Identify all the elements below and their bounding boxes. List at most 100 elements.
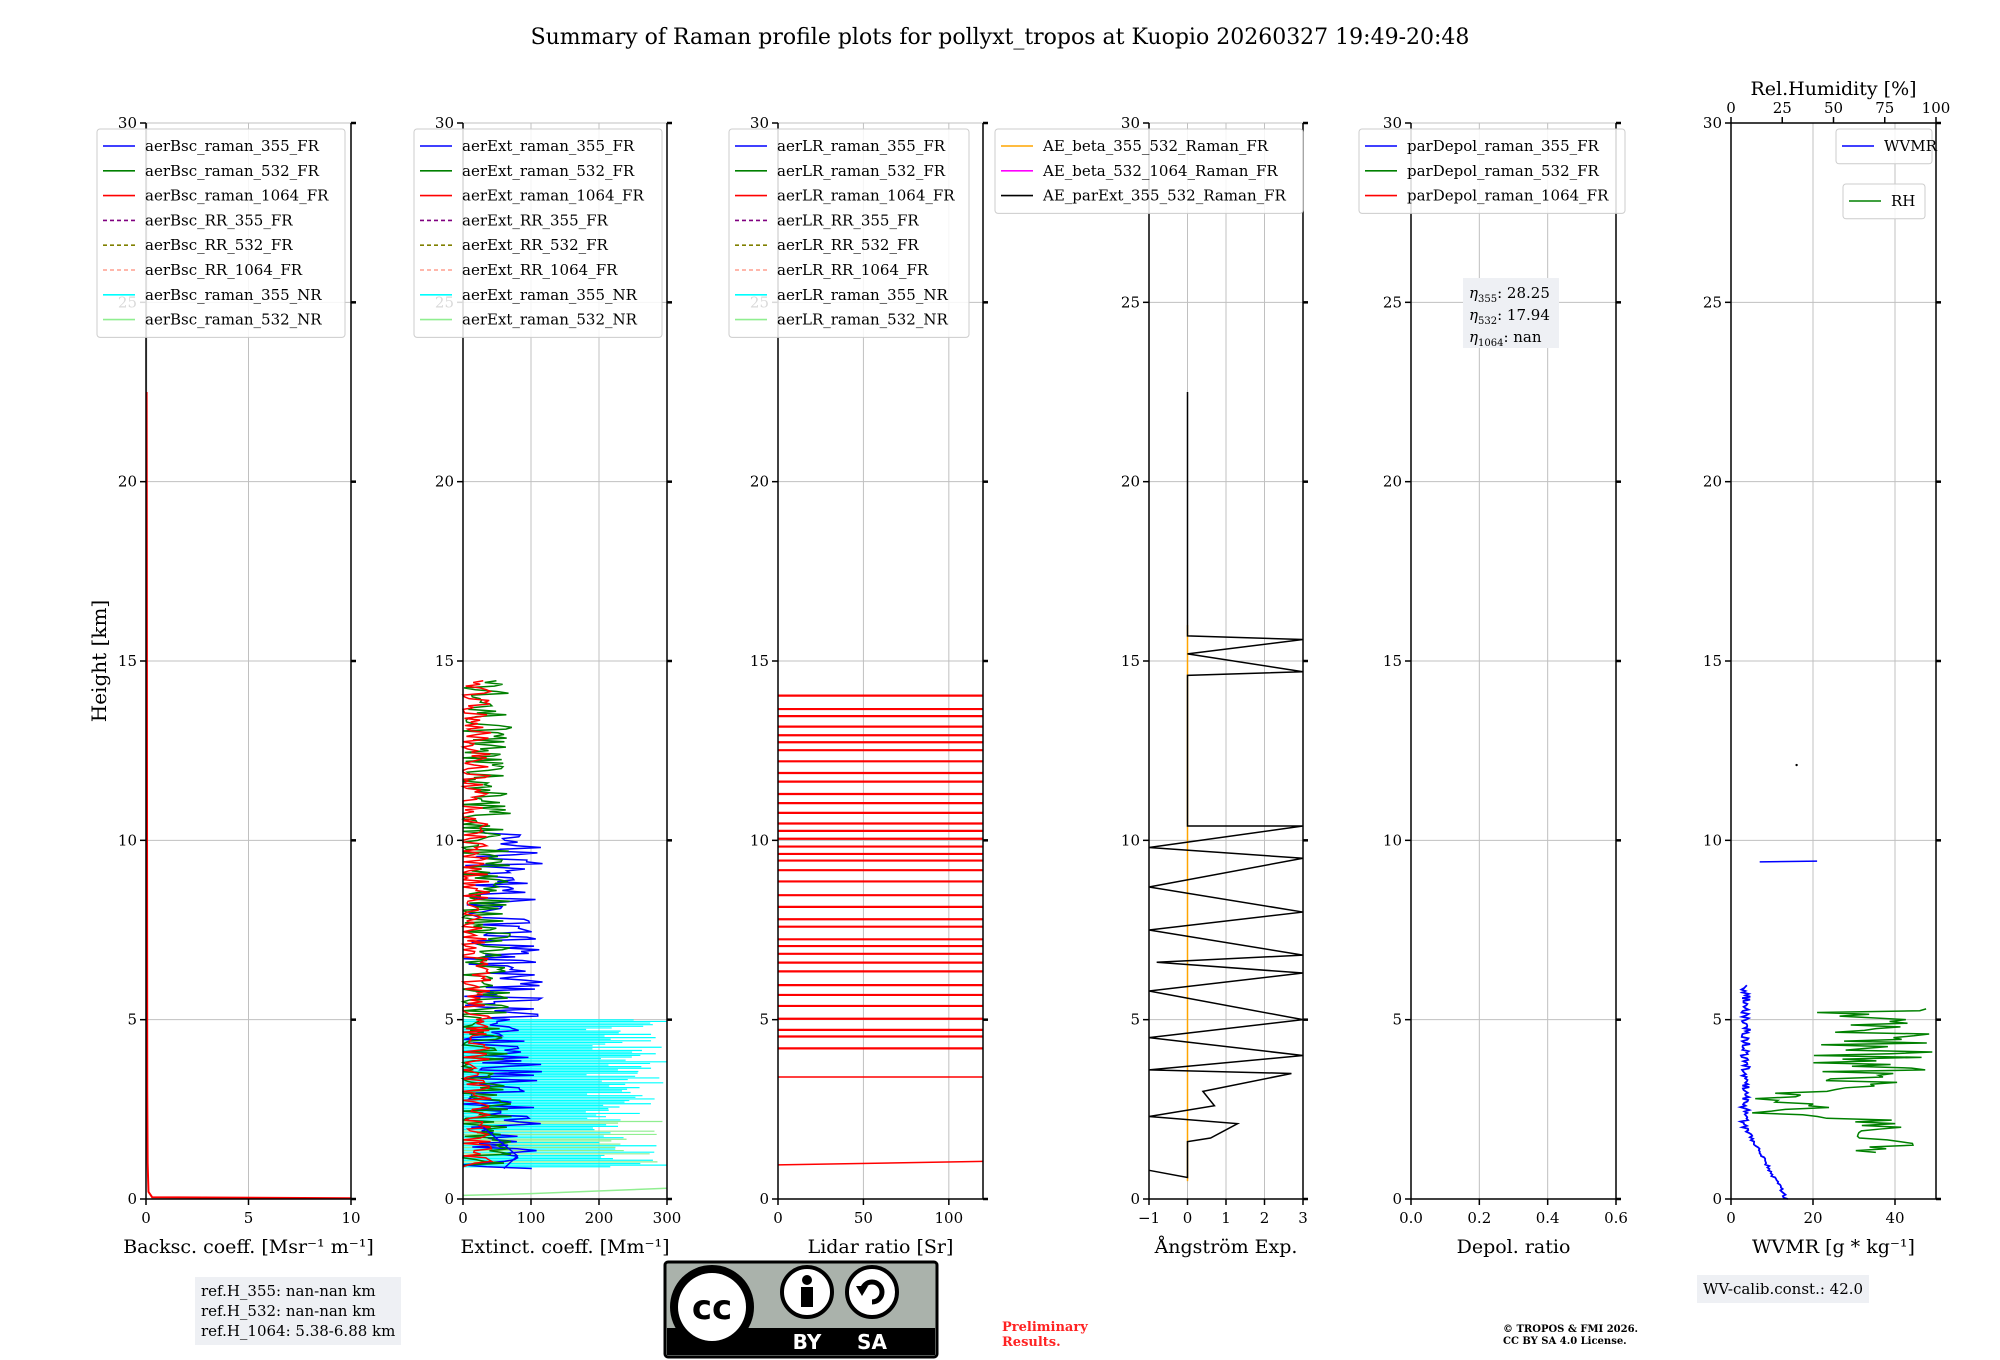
x-tick-label: 5 [244, 1209, 254, 1227]
y-tick-label: 15 [1383, 652, 1402, 670]
legend-label: aerLR_raman_355_NR [777, 286, 948, 304]
x-tick-label: 50 [854, 1209, 873, 1227]
x-tick-label: 0.6 [1604, 1209, 1628, 1227]
series-line [462, 830, 544, 1170]
y-tick-label: 0 [1712, 1190, 1722, 1208]
y-tick-label: 5 [127, 1011, 137, 1029]
y-tick-label: 10 [750, 831, 769, 849]
cc-label: cc [692, 1288, 732, 1328]
top-x-tick-label: 25 [1773, 99, 1792, 117]
legend-label: aerExt_RR_355_FR [462, 211, 609, 229]
reference-height-box: ref.H_355: nan-nan km ref.H_532: nan-nan… [195, 1277, 402, 1345]
legend-label: aerExt_raman_355_NR [462, 286, 638, 304]
y-tick-label: 20 [1703, 473, 1722, 491]
x-tick-label: 0 [1726, 1209, 1736, 1227]
x-tick-label: 40 [1885, 1209, 1904, 1227]
top-x-tick-label: 50 [1824, 99, 1843, 117]
data-group [1148, 392, 1304, 1182]
legend-label: aerExt_RR_532_FR [462, 236, 609, 254]
y-tick-label: 30 [1383, 114, 1402, 132]
y-tick-label: 10 [1703, 831, 1722, 849]
legend-frame [1358, 128, 1626, 214]
top-x-tick-label: 75 [1875, 99, 1894, 117]
top-x-tick-label: 0 [1726, 99, 1736, 117]
legend: aerExt_raman_355_FR aerExt_raman_532_FRae… [413, 128, 663, 338]
y-tick-label: 20 [1121, 473, 1140, 491]
cc-license-badge: cc BY SA [663, 1260, 939, 1359]
legend: WVMR [1835, 128, 1938, 165]
y-tick-label: 5 [444, 1011, 454, 1029]
x-tick-label: 0.2 [1467, 1209, 1491, 1227]
x-axis-label: Lidar ratio [Sr] [808, 1236, 954, 1258]
x-axis-label: WVMR [g * kg⁻¹] [1752, 1236, 1915, 1258]
legend-label: aerLR_raman_532_NR [777, 311, 948, 329]
y-tick-label: 0 [1392, 1190, 1402, 1208]
y-tick-label: 15 [435, 652, 454, 670]
legend-frame [1835, 128, 1933, 165]
legend: AE_beta_355_532_Raman_FR AE_beta_532_1064… [994, 128, 1304, 214]
nr-segment [462, 1187, 668, 1197]
copyright-note: © TROPOS & FMI 2026. CC BY SA 4.0 Licens… [1503, 1324, 1638, 1348]
legend-label: AE_parExt_355_532_Raman_FR [1042, 187, 1287, 205]
y-tick-label: 30 [435, 114, 454, 132]
legend-label: aerExt_raman_532_NR [462, 311, 638, 329]
preliminary-line-1: Preliminary [1002, 1320, 1088, 1335]
y-tick-label: 0 [127, 1190, 137, 1208]
panel-lr: 050100051015202530Lidar ratio [Sr]aerLR_… [728, 114, 988, 1258]
wv-calib-box: WV-calib.const.: 42.0 [1697, 1275, 1870, 1303]
y-tick-label: 0 [759, 1190, 769, 1208]
sa-label: SA [857, 1330, 887, 1354]
y-tick-label: 5 [1392, 1011, 1402, 1029]
eta-label: η1064: nan [1469, 328, 1542, 349]
y-tick-label: 30 [118, 114, 137, 132]
wvmr-line [1737, 984, 1789, 1200]
legend-label: RH [1891, 192, 1915, 210]
legend-frame [728, 128, 970, 338]
top-axis-label: Rel.Humidity [%] [1750, 78, 1916, 100]
x-axis-label: Backsc. coeff. [Msr⁻¹ m⁻¹] [123, 1236, 374, 1258]
y-tick-label: 25 [1383, 293, 1402, 311]
legend-label: aerExt_RR_1064_FR [462, 261, 618, 279]
data-group [1737, 763, 1933, 1200]
x-tick-label: 0 [458, 1209, 468, 1227]
legend-frame [994, 128, 1304, 214]
panel-bsc: 0510051015202530Backsc. coeff. [Msr⁻¹ m⁻… [96, 114, 374, 1258]
x-axis-label: Extinct. coeff. [Mm⁻¹] [460, 1236, 669, 1258]
legend: aerLR_raman_355_FR aerLR_raman_532_FR aerL… [728, 128, 970, 338]
series-line [1148, 392, 1304, 1179]
legend-label: aerLR_RR_1064_FR [777, 261, 929, 279]
y-tick-label: 10 [118, 831, 137, 849]
x-tick-label: 0.4 [1536, 1209, 1560, 1227]
legend-label: aerExt_raman_355_FR [462, 137, 635, 155]
y-tick-label: 20 [1383, 473, 1402, 491]
data-group [777, 694, 984, 1166]
y-tick-label: 5 [1712, 1011, 1722, 1029]
y-tick-label: 15 [750, 652, 769, 670]
legend-label: parDepol_raman_532_FR [1407, 162, 1600, 180]
legend-label: aerExt_raman_1064_FR [462, 187, 644, 205]
legend-label: aerBsc_RR_355_FR [145, 211, 293, 229]
y-tick-label: 5 [1130, 1011, 1140, 1029]
x-tick-label: 0 [141, 1209, 151, 1227]
x-tick-label: 300 [653, 1209, 682, 1227]
x-axis-label: Ångström Exp. [1154, 1236, 1298, 1258]
preliminary-note: Preliminary Results. [1002, 1320, 1088, 1350]
legend-frame [413, 128, 663, 338]
legend: aerBsc_raman_355_FR aerBsc_raman_532_FRae… [96, 128, 346, 338]
legend-label: aerBsc_raman_355_NR [145, 286, 322, 304]
ref-h-355: ref.H_355: nan-nan km [201, 1282, 376, 1300]
y-tick-label: 0 [1130, 1190, 1140, 1208]
legend-label: AE_beta_532_1064_Raman_FR [1042, 162, 1278, 180]
panel-wv: 0 20 40 0 5 10 15 20 25 30 WVMR [g * kg⁻¹] 0 25 50 75 1… [1703, 78, 1950, 1258]
y-tick-label: 15 [1121, 652, 1140, 670]
y-axis-label: Height [km] [87, 600, 111, 722]
x-axis-label: Depol. ratio [1457, 1236, 1571, 1258]
y-tick-label: 10 [1121, 831, 1140, 849]
y-tick-label: 30 [1121, 114, 1140, 132]
wvmr-line [1759, 860, 1818, 863]
legend-label: aerBsc_raman_532_NR [145, 311, 322, 329]
preliminary-line-2: Results. [1002, 1335, 1061, 1350]
y-tick-label: 0 [444, 1190, 454, 1208]
